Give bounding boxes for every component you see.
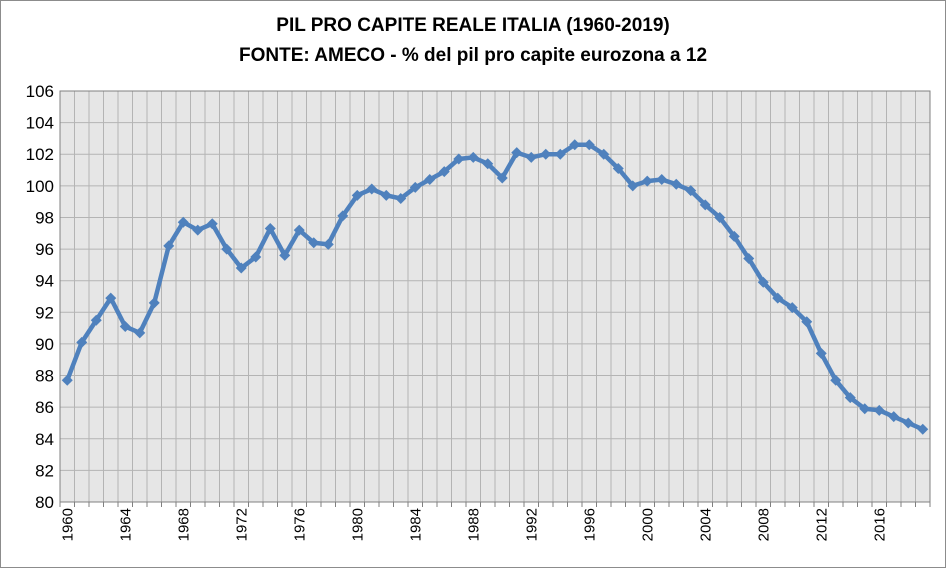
data-point-marker <box>279 249 291 261</box>
x-tick-label: 2008 <box>755 508 772 541</box>
data-point-marker <box>743 253 755 265</box>
data-point-marker <box>699 199 711 211</box>
data-point-marker <box>772 292 784 304</box>
y-tick-label: 104 <box>26 114 54 133</box>
x-tick-label: 2012 <box>813 508 830 541</box>
y-tick-label: 92 <box>35 303 54 322</box>
y-tick-label: 86 <box>35 398 54 417</box>
data-point-marker <box>366 183 378 195</box>
data-point-marker <box>61 374 73 386</box>
data-point-marker <box>583 139 595 151</box>
y-tick-label: 82 <box>35 461 54 480</box>
x-tick-label: 1992 <box>523 508 540 541</box>
data-point-marker <box>177 216 189 228</box>
data-point-marker <box>888 411 900 423</box>
chart-subtitle: FONTE: AMECO - % del pil pro capite euro… <box>238 45 708 66</box>
data-point-marker <box>206 218 218 230</box>
y-tick-label: 84 <box>35 430 54 449</box>
data-point-marker <box>424 174 436 186</box>
x-tick-label: 1984 <box>407 508 424 541</box>
x-tick-label: 2000 <box>639 508 656 541</box>
data-point-marker <box>496 172 508 184</box>
y-tick-label: 98 <box>35 208 54 227</box>
data-point-marker <box>714 211 726 223</box>
y-tick-label: 94 <box>35 272 54 291</box>
y-tick-label: 88 <box>35 367 54 386</box>
x-tick-label: 1960 <box>59 508 76 541</box>
x-tick-label: 1980 <box>349 508 366 541</box>
data-point-marker <box>453 153 465 165</box>
data-point-marker <box>801 316 813 328</box>
data-point-marker <box>337 210 349 222</box>
data-point-marker <box>119 321 131 333</box>
data-point-marker <box>917 423 929 435</box>
data-point-marker <box>134 327 146 339</box>
y-tick-label: 100 <box>26 177 54 196</box>
data-point-marker <box>656 174 668 186</box>
data-point-marker <box>598 148 610 160</box>
data-point-marker <box>482 158 494 170</box>
data-point-marker <box>264 223 276 235</box>
data-point-marker <box>670 178 682 190</box>
x-tick-label: 1972 <box>233 508 250 541</box>
data-point-marker <box>815 347 827 359</box>
data-point-marker <box>293 224 305 236</box>
chart-title: PIL PRO CAPITE REALE ITALIA (1960-2019) <box>276 15 670 36</box>
data-point-marker <box>438 166 450 178</box>
x-tick-label: 1964 <box>117 508 134 541</box>
data-point-marker <box>859 403 871 415</box>
data-point-marker <box>76 336 88 348</box>
data-point-marker <box>221 243 233 255</box>
data-point-marker <box>511 147 523 159</box>
x-tick-label: 2016 <box>871 508 888 541</box>
data-point-marker <box>830 374 842 386</box>
data-point-marker <box>554 148 566 160</box>
data-point-marker <box>409 181 421 193</box>
data-point-marker <box>90 314 102 326</box>
data-point-marker <box>105 292 117 304</box>
data-point-marker <box>757 276 769 288</box>
data-point-marker <box>235 262 247 274</box>
data-point-marker <box>322 238 334 250</box>
y-tick-label: 80 <box>35 493 54 512</box>
data-point-marker <box>569 139 581 151</box>
data-point-marker <box>685 185 697 197</box>
x-tick-label: 1996 <box>581 508 598 541</box>
data-point-marker <box>467 151 479 163</box>
data-point-marker <box>902 417 914 429</box>
data-point-marker <box>540 148 552 160</box>
data-point-marker <box>525 151 537 163</box>
data-point-marker <box>163 240 175 252</box>
y-tick-label: 90 <box>35 335 54 354</box>
data-point-marker <box>308 237 320 249</box>
data-point-marker <box>395 192 407 204</box>
data-point-marker <box>192 224 204 236</box>
x-tick-label: 1988 <box>465 508 482 541</box>
data-point-marker <box>612 162 624 174</box>
y-tick-label: 106 <box>26 82 54 101</box>
data-point-marker <box>380 189 392 201</box>
data-point-marker <box>148 297 160 309</box>
data-point-marker <box>351 189 363 201</box>
x-tick-label: 1968 <box>175 508 192 541</box>
data-point-marker <box>250 251 262 263</box>
x-tick-label: 2004 <box>697 508 714 541</box>
data-point-marker <box>641 175 653 187</box>
data-point-marker <box>786 302 798 314</box>
data-point-marker <box>728 230 740 242</box>
y-tick-label: 102 <box>26 145 54 164</box>
data-point-marker <box>844 392 856 404</box>
data-point-marker <box>873 404 885 416</box>
data-point-marker <box>627 180 639 192</box>
x-tick-label: 1976 <box>291 508 308 541</box>
y-tick-label: 96 <box>35 240 54 259</box>
